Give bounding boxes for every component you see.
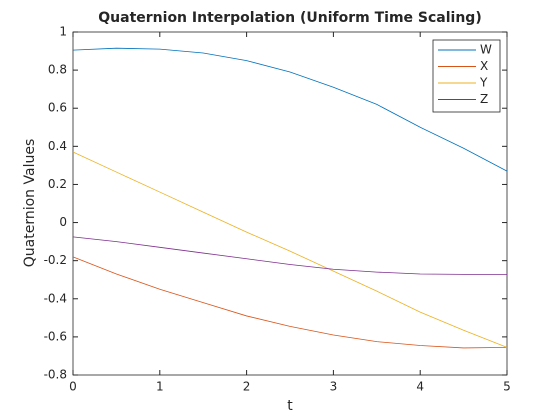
legend-label: Z <box>480 92 488 106</box>
x-tick-label: 0 <box>69 380 77 394</box>
y-tick-label: 0.4 <box>48 139 67 153</box>
x-tick-label: 4 <box>416 380 424 394</box>
x-tick-label: 5 <box>503 380 511 394</box>
data-line <box>72 151 508 348</box>
y-tick-label: 0 <box>59 215 67 229</box>
y-tick-label: -0.8 <box>44 368 67 382</box>
y-axis-label: Quaternion Values <box>22 139 38 267</box>
chart-title: Quaternion Interpolation (Uniform Time S… <box>98 10 481 26</box>
legend-label: X <box>480 59 488 73</box>
data-line <box>72 236 507 275</box>
legend-label: Y <box>479 76 488 90</box>
y-tick-label: 0.8 <box>48 63 67 77</box>
x-axis-label: t <box>287 398 293 414</box>
y-tick-label: 1 <box>59 25 67 39</box>
y-tick-label: -0.4 <box>44 291 67 305</box>
y-tick-label: 0.2 <box>48 177 67 191</box>
x-tick-label: 3 <box>330 380 338 394</box>
y-tick-label: -0.6 <box>44 329 67 343</box>
x-tick-label: 2 <box>243 380 251 394</box>
x-tick-label: 1 <box>156 380 164 394</box>
legend-label: W <box>480 43 492 57</box>
data-line <box>72 47 508 172</box>
y-tick-label: 0.6 <box>48 101 67 115</box>
data-line <box>72 256 508 349</box>
y-tick-label: -0.2 <box>44 253 67 267</box>
